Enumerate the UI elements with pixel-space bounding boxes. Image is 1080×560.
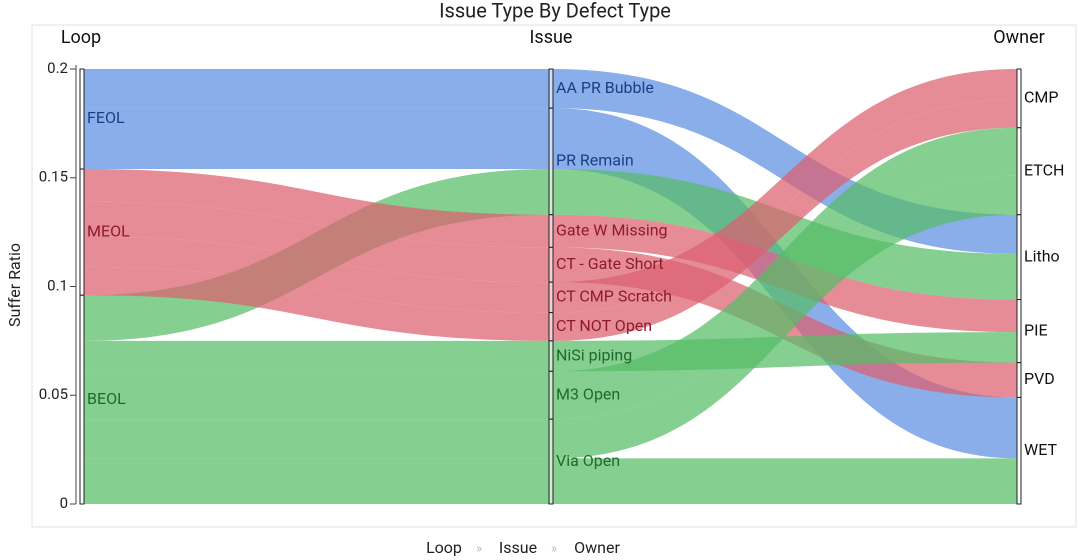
breadcrumb-separator: »: [476, 541, 482, 556]
breadcrumb: Loop » Issue » Owner: [426, 538, 620, 557]
y-axis-label: Suffer Ratio: [5, 243, 24, 327]
category-label: CMP: [1024, 88, 1058, 107]
category-label: WET: [1024, 440, 1057, 459]
category-label: Via Open: [556, 451, 620, 470]
breadcrumb-item: Loop: [426, 538, 462, 557]
category-bar: [548, 418, 554, 505]
ribbon: [84, 127, 1017, 420]
y-tick-label: 0.15: [39, 168, 68, 186]
plot-frame: [31, 24, 1077, 528]
category-bar: [548, 312, 554, 342]
category-bar: [1016, 362, 1022, 398]
category-label: M3 Open: [556, 384, 620, 403]
category-bar: [548, 340, 554, 372]
category-label: PVD: [1024, 369, 1055, 388]
category-label: CT CMP Scratch: [556, 287, 672, 306]
ribbon: [84, 201, 1017, 398]
dimension-label: Owner: [993, 27, 1045, 48]
breadcrumb-separator: »: [551, 541, 557, 556]
ribbon: [84, 169, 1017, 333]
category-label: FEOL: [87, 108, 125, 127]
ribbon: [84, 108, 1017, 459]
category-bar: [79, 294, 85, 505]
category-bar: [1016, 396, 1022, 505]
category-label: Gate W Missing: [556, 220, 668, 239]
category-bar: [79, 68, 85, 170]
category-bar: [548, 214, 554, 248]
category-bar: [548, 107, 554, 216]
dimension-label: Loop: [61, 27, 101, 48]
y-tick-label: 0.1: [47, 276, 68, 294]
category-bar: [79, 168, 85, 296]
category-bar: [548, 68, 554, 109]
category-label: AA PR Bubble: [556, 78, 654, 97]
category-label: CT NOT Open: [556, 316, 652, 335]
category-bar: [1016, 214, 1022, 301]
category-label: BEOL: [87, 389, 126, 408]
category-label: PIE: [1024, 320, 1048, 339]
category-bar: [1016, 299, 1022, 364]
category-bar: [1016, 127, 1022, 216]
y-tick-label: 0.05: [39, 385, 68, 403]
breadcrumb-item: Owner: [574, 538, 620, 557]
ribbon: [84, 69, 1017, 313]
category-bar: [548, 281, 554, 314]
category-label: ETCH: [1024, 160, 1064, 179]
category-bar: [548, 370, 554, 420]
category-label: PR Remain: [556, 151, 634, 170]
category-label: NiSi piping: [556, 345, 632, 364]
ribbon: [84, 175, 1017, 459]
category-bar: [1016, 68, 1022, 129]
breadcrumb-item: Issue: [499, 538, 537, 557]
y-tick-label: 0: [60, 494, 68, 512]
category-bar: [548, 246, 554, 283]
y-tick-label: 0.2: [47, 59, 68, 77]
category-label: MEOL: [87, 221, 130, 240]
dimension-label: Issue: [530, 27, 573, 48]
chart-title: Issue Type By Defect Type: [439, 0, 671, 22]
ribbon: [84, 99, 1017, 341]
category-label: CT - Gate Short: [556, 254, 664, 273]
category-label: Litho: [1024, 246, 1060, 265]
